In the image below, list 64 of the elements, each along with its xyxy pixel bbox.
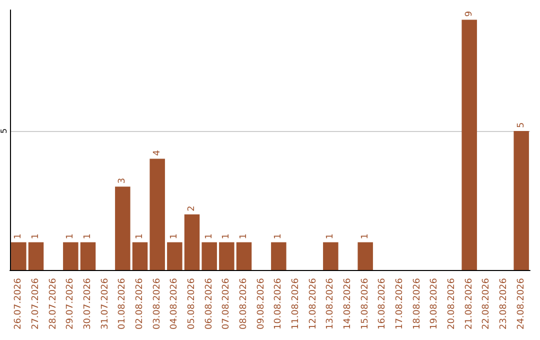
- bar: [271, 242, 286, 270]
- x-tick-label: 23.08.2026: [499, 278, 509, 330]
- bar: [236, 242, 252, 270]
- data-label: 1: [360, 233, 370, 240]
- bar: [358, 242, 373, 270]
- x-tick-label: 07.08.2026: [222, 278, 232, 330]
- x-tick-label: 04.08.2026: [170, 278, 180, 330]
- data-label: 1: [170, 233, 180, 240]
- x-tick-label: 02.08.2026: [135, 278, 145, 330]
- x-tick-label: 08.08.2026: [239, 278, 249, 330]
- x-tick-label: 11.08.2026: [291, 278, 301, 330]
- x-tick-label: 16.08.2026: [378, 278, 388, 330]
- x-tick-label: 21.08.2026: [464, 278, 474, 330]
- data-label: 5: [516, 122, 526, 128]
- x-tick-label: 09.08.2026: [256, 278, 266, 330]
- bar: [219, 242, 234, 270]
- data-label: 1: [204, 233, 214, 240]
- bar: [115, 186, 130, 270]
- x-tick-label: 10.08.2026: [274, 278, 284, 330]
- x-tick-label: 28.07.2026: [48, 278, 58, 330]
- x-tick-label: 18.08.2026: [412, 278, 422, 330]
- data-label: 1: [31, 233, 41, 240]
- bar: [202, 242, 217, 270]
- data-label: 1: [83, 233, 93, 240]
- x-tick-label: 13.08.2026: [326, 278, 336, 330]
- bar: [63, 242, 78, 270]
- data-label: 1: [222, 233, 232, 240]
- x-tick-label: 12.08.2026: [308, 278, 318, 330]
- data-label: 1: [14, 233, 24, 240]
- x-tick-label: 29.07.2026: [66, 278, 76, 330]
- x-tick-label: 22.08.2026: [482, 278, 492, 330]
- bar: [80, 242, 96, 270]
- x-tick-label: 06.08.2026: [204, 278, 214, 330]
- bar: [28, 242, 44, 270]
- x-tick-label: 17.08.2026: [395, 278, 405, 330]
- data-label: 1: [135, 233, 145, 240]
- x-tick-label: 14.08.2026: [343, 278, 353, 330]
- bar: [132, 242, 148, 270]
- x-tick-label: 05.08.2026: [187, 278, 197, 330]
- x-tick-label: 15.08.2026: [360, 278, 370, 330]
- bar: [150, 158, 165, 270]
- data-label: 2: [187, 206, 197, 212]
- x-tick-label: 26.07.2026: [14, 278, 24, 330]
- data-label: 9: [464, 10, 474, 17]
- data-label: 1: [66, 233, 76, 240]
- bar: [167, 242, 182, 270]
- x-tick-label: 30.07.2026: [83, 278, 93, 330]
- x-tick-label: 01.08.2026: [118, 278, 128, 330]
- data-label: 3: [118, 178, 128, 184]
- bar: [514, 130, 529, 270]
- data-label: 1: [326, 233, 336, 240]
- data-label: 4: [152, 150, 162, 156]
- x-tick-label: 19.08.2026: [430, 278, 440, 330]
- bar: [184, 214, 200, 270]
- x-tick-label: 27.07.2026: [31, 278, 41, 330]
- x-tick-label: 03.08.2026: [152, 278, 162, 330]
- x-tick-label: 24.08.2026: [516, 278, 526, 330]
- bar: [462, 20, 477, 270]
- x-tick-label: 31.07.2026: [100, 278, 110, 330]
- bar: [11, 242, 26, 270]
- bar: [323, 242, 338, 270]
- data-label: 1: [239, 233, 249, 240]
- x-tick-label: 20.08.2026: [447, 278, 457, 330]
- data-label: 1: [274, 233, 284, 240]
